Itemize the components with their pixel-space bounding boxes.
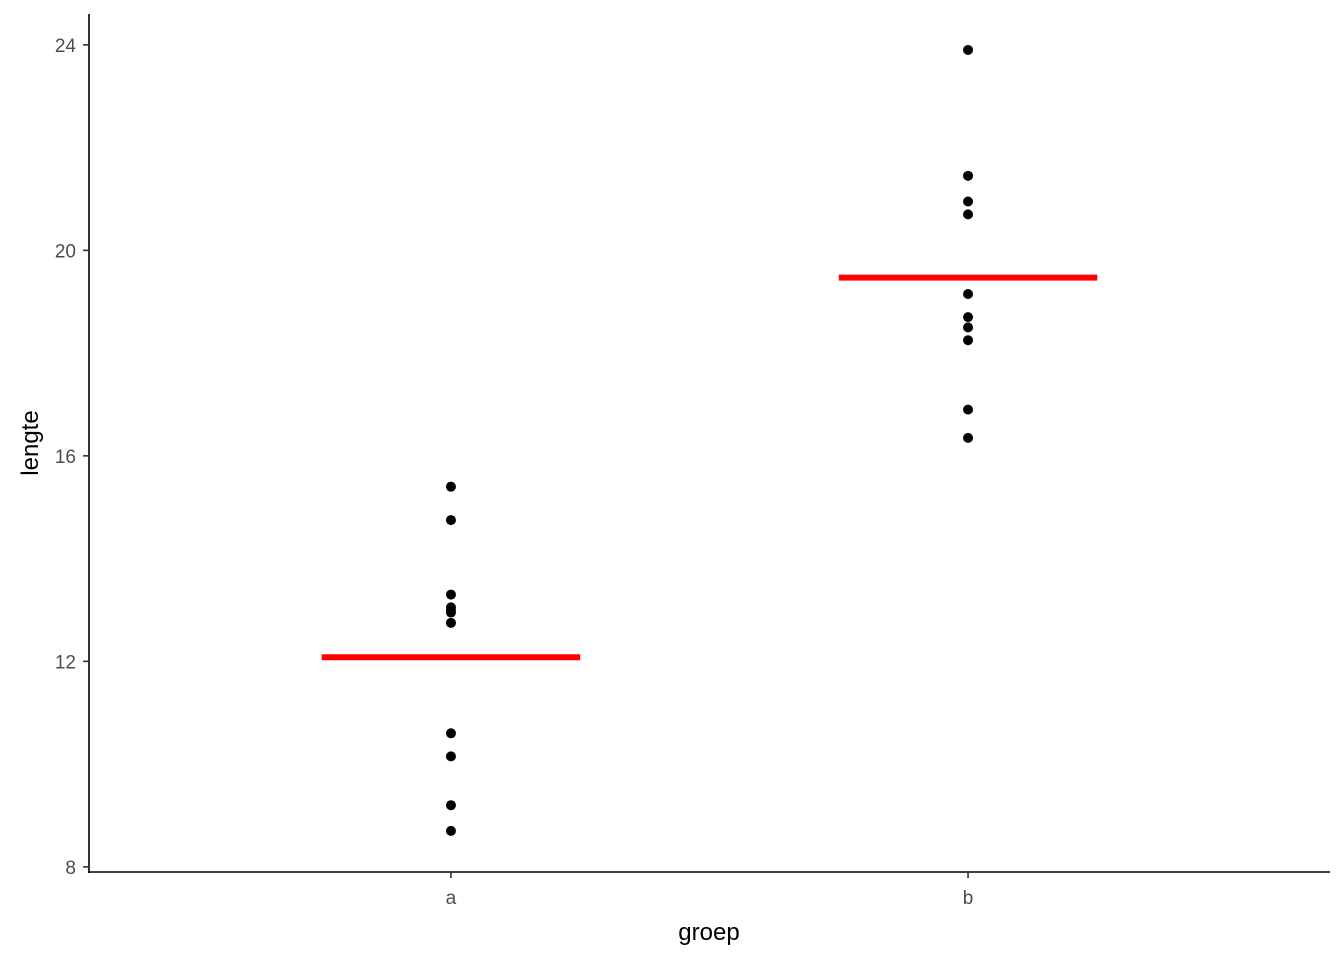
data-point <box>963 404 974 415</box>
data-point <box>445 751 456 762</box>
x-axis-title: groep <box>678 919 739 946</box>
x-tick-label: a <box>446 888 457 909</box>
data-point <box>445 481 456 492</box>
data-point <box>963 196 974 207</box>
y-tick-label: 16 <box>55 447 76 468</box>
data-point <box>963 44 974 55</box>
y-tick-label: 8 <box>65 858 76 879</box>
data-point <box>963 335 974 346</box>
x-tick-label: b <box>963 888 974 909</box>
data-point <box>445 825 456 836</box>
y-tick-label: 12 <box>55 652 76 673</box>
y-tick-label: 20 <box>55 241 76 262</box>
y-axis-title: lengte <box>17 410 44 475</box>
data-point <box>445 617 456 628</box>
data-point <box>963 289 974 300</box>
data-point <box>963 322 974 333</box>
data-point <box>445 589 456 600</box>
data-point <box>963 209 974 220</box>
data-point <box>963 170 974 181</box>
data-point <box>445 607 456 618</box>
data-point <box>445 515 456 526</box>
data-point <box>963 432 974 443</box>
y-axis: 8 12 16 20 24 <box>55 36 89 879</box>
data-point <box>963 312 974 323</box>
y-tick-label: 24 <box>55 36 77 57</box>
data-point <box>445 728 456 739</box>
data-point <box>445 800 456 811</box>
plot-panel <box>321 44 1098 836</box>
